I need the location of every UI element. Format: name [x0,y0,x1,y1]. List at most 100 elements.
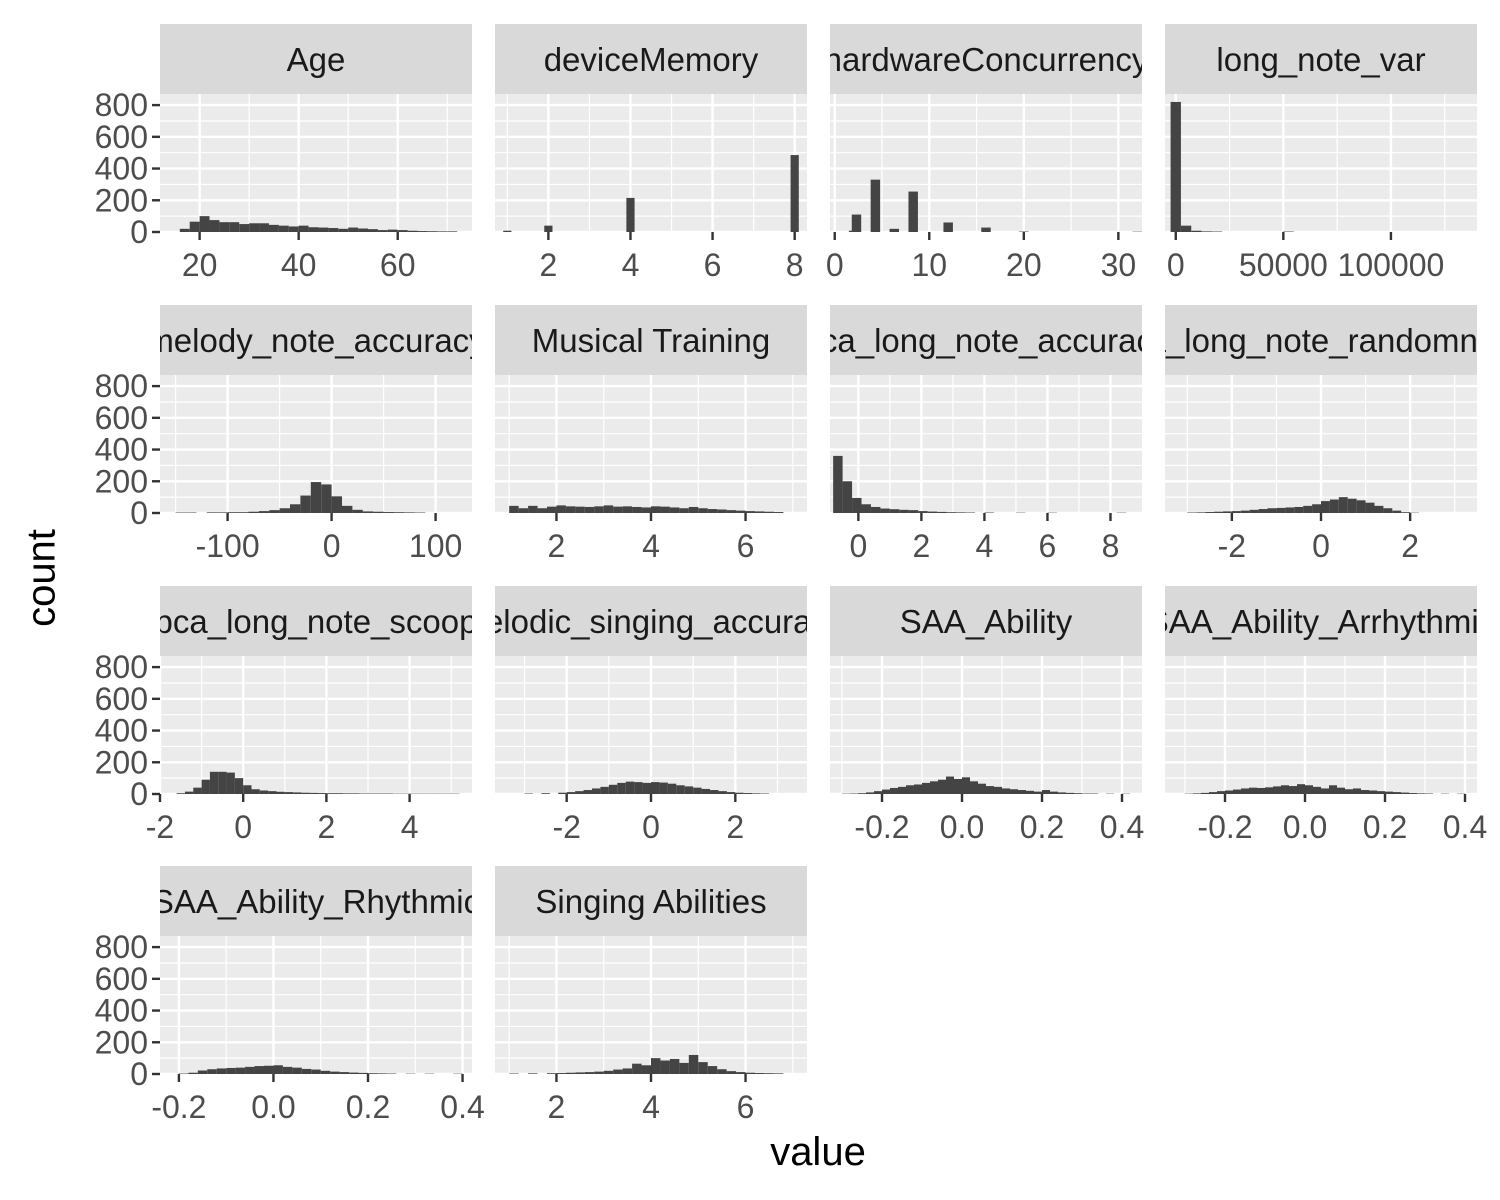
y-tick-label: 200 [95,463,148,499]
histogram-bar [284,792,294,794]
x-axis-title: value [770,1130,866,1174]
histogram-bar [368,1073,378,1074]
histogram-bar [397,230,408,232]
histogram-bar [1257,787,1265,794]
histogram-bar [1289,786,1297,794]
facet-pca-long-note-randomness: pca_long_note_randomness -2 0 2 [1165,305,1477,564]
y-tick-label: 600 [95,681,148,717]
histogram-bar [851,214,862,232]
y-tick-label: 0 [130,214,148,250]
histogram-bar [1285,507,1295,513]
histogram-bar [1401,792,1409,794]
histogram-bar [1329,785,1337,794]
histogram-bar [1392,510,1402,513]
histogram-bar [994,786,1002,794]
histogram-bar [1193,793,1201,794]
histogram-bar [216,1068,227,1074]
histogram-bar [938,779,946,794]
histogram-bar [338,228,349,232]
histogram-bar [259,790,269,794]
facet-title: melody_note_accuracy [146,322,486,359]
histogram-bar [651,506,661,513]
histogram-bar [889,228,900,232]
histogram-bar [1074,793,1082,794]
histogram-bar [641,507,651,513]
histogram-bar [348,227,359,232]
histogram-bar [669,507,680,513]
histogram-bar [1201,792,1209,794]
histogram-bar [298,225,309,232]
facet-title: pca_long_note_accuracy [803,322,1170,359]
histogram-bar [1361,790,1369,794]
facet-pca-long-note-accuracy: pca_long_note_accuracy 0 2 4 6 8 [803,305,1170,564]
x-tick-label: 0.2 [1020,809,1064,845]
histogram-bar [547,506,557,513]
histogram-bar [594,506,604,513]
x-tick-label: 30 [1101,247,1137,283]
facet-musical-training: Musical Training 2 4 6 [495,305,807,564]
histogram-bar [310,482,322,513]
histogram-bar [679,508,689,513]
histogram-bar [583,790,592,794]
x-tick-label: 0 [826,247,844,283]
facet-title: melodic_singing_accuracy [457,603,845,640]
histogram-bar [946,776,954,794]
histogram-bar [726,510,737,513]
histogram-bar [594,1071,604,1074]
histogram-bar [276,791,285,794]
y-tick-label: 200 [95,744,148,780]
panel-background [160,94,472,232]
y-tick-label: 400 [95,713,148,749]
histogram-bar [764,511,774,513]
histogram-bar [278,225,289,232]
histogram-bar [641,1065,651,1074]
histogram-bar [301,1068,312,1074]
x-tick-label: 0.2 [346,1089,390,1125]
histogram-bar [651,1058,661,1074]
histogram-bar [790,155,799,232]
facet-singing-abilities: Singing Abilities 2 4 6 [495,866,807,1125]
histogram-bar [566,792,576,794]
x-tick-label: 4 [642,1089,660,1125]
histogram-bar [669,1058,680,1074]
x-tick-label: 6 [1039,528,1057,564]
histogram-bar [288,226,299,232]
x-tick-label: 0.4 [1443,809,1487,845]
facet-devicememory: deviceMemory 2 4 6 8 [495,24,807,283]
histogram-bar [528,1073,538,1074]
histogram-bar [874,791,882,794]
histogram-bar [684,786,694,794]
histogram-bar [383,512,394,513]
histogram-bar [1294,506,1304,513]
x-tick-label: 20 [1006,247,1042,283]
histogram-bar [268,224,279,232]
x-tick-label: 0.4 [440,1089,484,1125]
histogram-bar [642,782,651,794]
histogram-bar [575,791,584,794]
facet-title: deviceMemory [544,41,759,78]
histogram-bar [184,791,194,794]
facet-strip [495,24,807,94]
histogram-bar [1374,505,1384,513]
histogram-bar [978,783,986,794]
histogram-bar [718,791,727,794]
x-tick-label: 6 [737,1089,755,1125]
histogram-bar [373,511,384,513]
histogram-bar [362,511,374,513]
histogram-bar [651,782,660,794]
panel-background [1165,94,1477,232]
histogram-bar [259,223,269,232]
histogram-bar [667,783,677,794]
histogram-bar [710,790,719,794]
y-tick-label: 600 [95,400,148,436]
histogram-bar [509,505,519,513]
histogram-bar [199,216,210,232]
histogram-bar [279,508,290,513]
histogram-bar [301,792,310,794]
histogram-bar [206,512,218,513]
histogram-bar [331,496,342,513]
histogram-bar [927,511,938,513]
histogram-bar [243,785,252,794]
histogram-bar [1018,790,1026,794]
histogram-bar [660,1060,670,1074]
